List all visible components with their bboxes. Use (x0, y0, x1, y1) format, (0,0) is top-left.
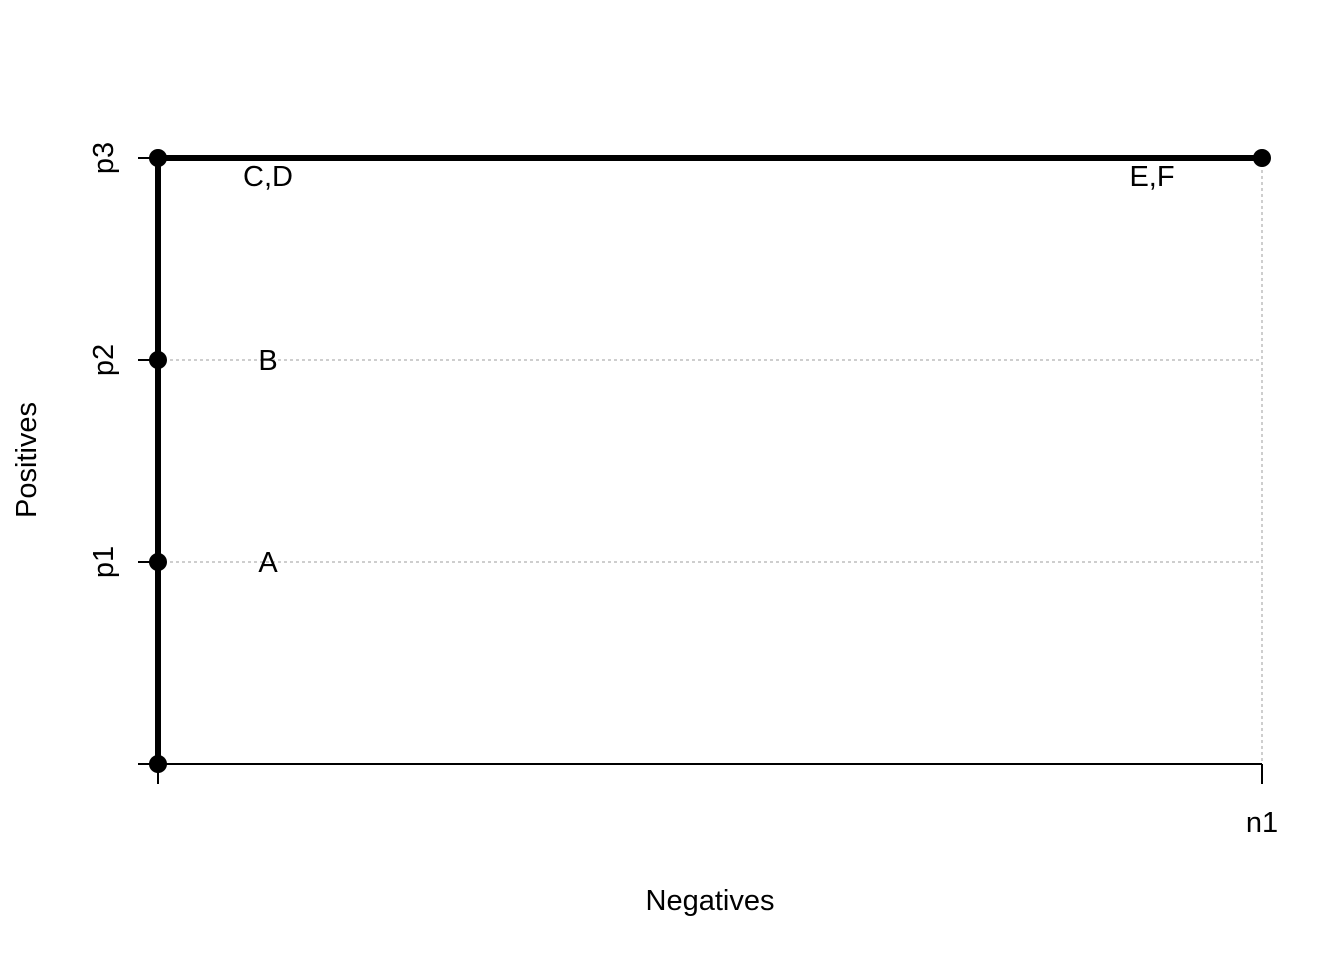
point-label: A (258, 547, 278, 579)
data-point (1253, 149, 1271, 167)
data-point (149, 755, 167, 773)
axes: n1 p1 p2 p3 (88, 142, 1278, 839)
y-tick-label: p3 (88, 142, 120, 174)
x-tick-label: n1 (1246, 807, 1278, 839)
point-label: B (258, 345, 277, 377)
series-layer (149, 149, 1271, 773)
series-line (155, 155, 1262, 764)
point-label: E,F (1129, 161, 1174, 193)
point-label: C,D (243, 161, 293, 193)
y-tick-label: p1 (88, 546, 120, 578)
data-point (149, 149, 167, 167)
data-point (149, 553, 167, 571)
point-labels: A B C,D E,F (243, 161, 1175, 579)
y-tick-label: p2 (88, 344, 120, 376)
y-axis-title: Positives (11, 402, 43, 518)
data-point (149, 351, 167, 369)
x-axis-title: Negatives (646, 885, 775, 917)
grid-layer (158, 158, 1263, 764)
